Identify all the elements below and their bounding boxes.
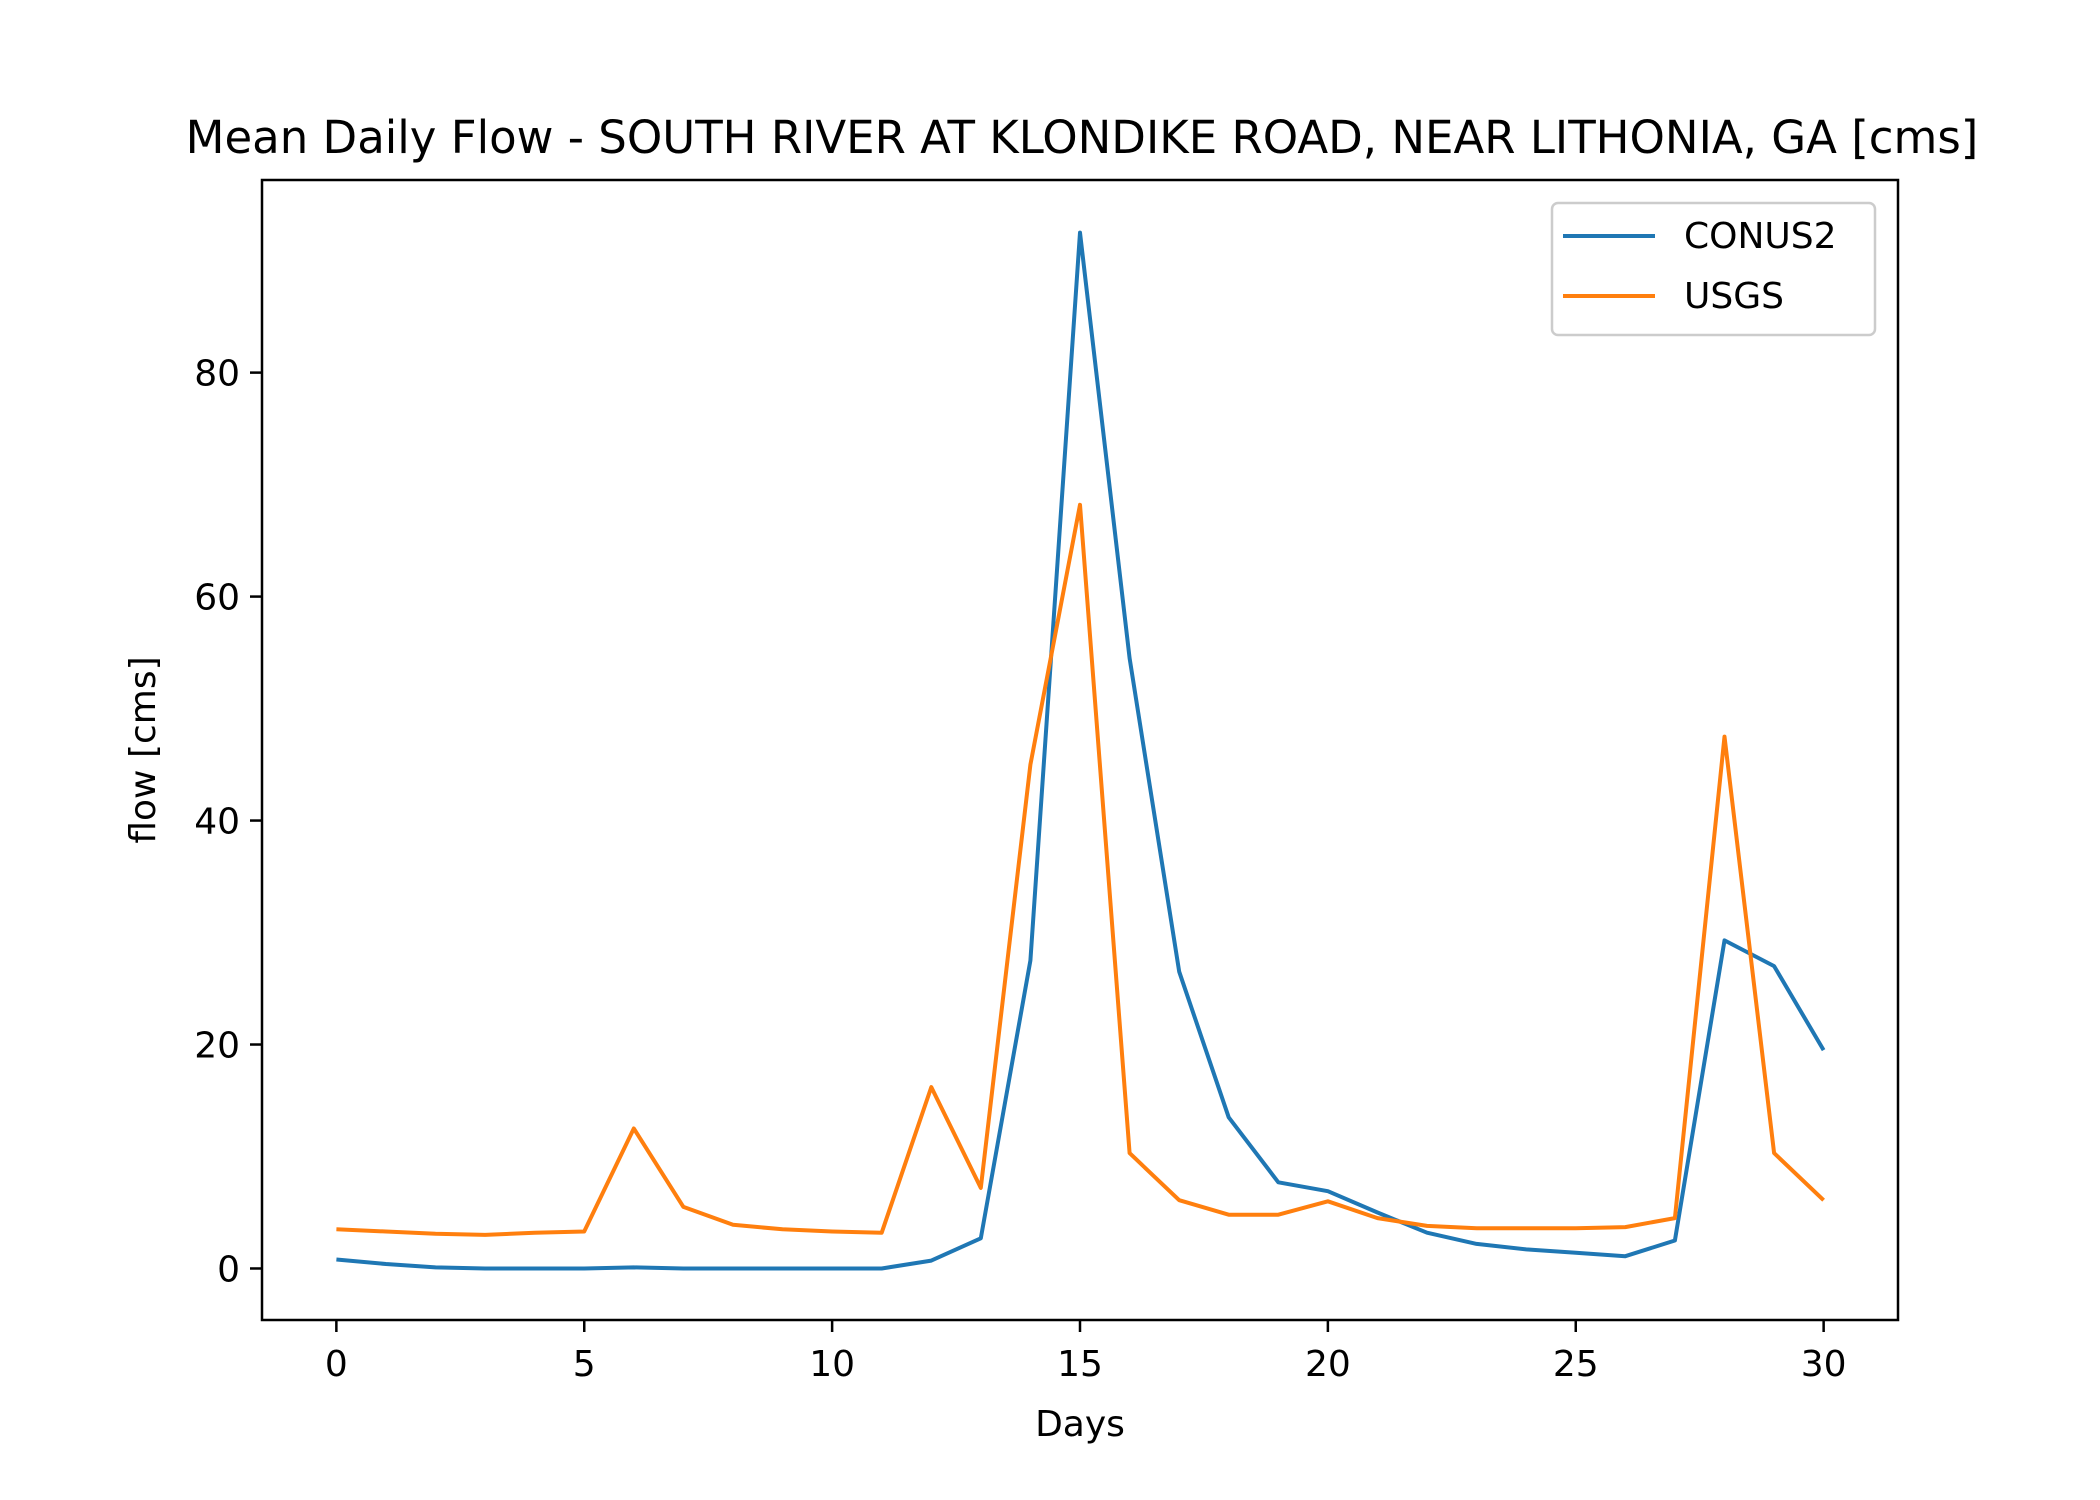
x-axis-label: Days	[1035, 1404, 1125, 1445]
x-tick-label: 25	[1553, 1344, 1599, 1385]
x-tick-label: 5	[573, 1344, 596, 1385]
y-axis-ticks: 0 20 40 60 80	[194, 354, 262, 1290]
y-tick-label: 60	[194, 578, 240, 619]
y-axis-label: flow [cms]	[123, 656, 164, 843]
legend-label-usgs: USGS	[1684, 276, 1784, 317]
x-tick-label: 30	[1801, 1344, 1847, 1385]
series-line-usgs	[336, 502, 1825, 1237]
legend: CONUS2 USGS	[1550, 201, 1877, 337]
plot-area-frame	[260, 178, 1900, 1322]
chart-title: Mean Daily Flow - SOUTH RIVER AT KLONDIK…	[186, 111, 1979, 164]
x-axis-ticks: 0 5 10 15 20 25 30	[325, 1320, 1847, 1385]
y-tick-label: 20	[194, 1026, 240, 1067]
series-line-conus2	[336, 230, 1826, 1271]
x-tick-label: 20	[1305, 1344, 1351, 1385]
x-tick-label: 10	[809, 1344, 855, 1385]
x-tick-label: 15	[1057, 1344, 1103, 1385]
plot-lines	[336, 230, 1826, 1271]
x-tick-label: 0	[325, 1344, 348, 1385]
legend-label-conus2: CONUS2	[1684, 216, 1837, 257]
y-tick-label: 80	[194, 354, 240, 395]
y-tick-label: 0	[217, 1249, 240, 1290]
y-tick-label: 40	[194, 802, 240, 843]
